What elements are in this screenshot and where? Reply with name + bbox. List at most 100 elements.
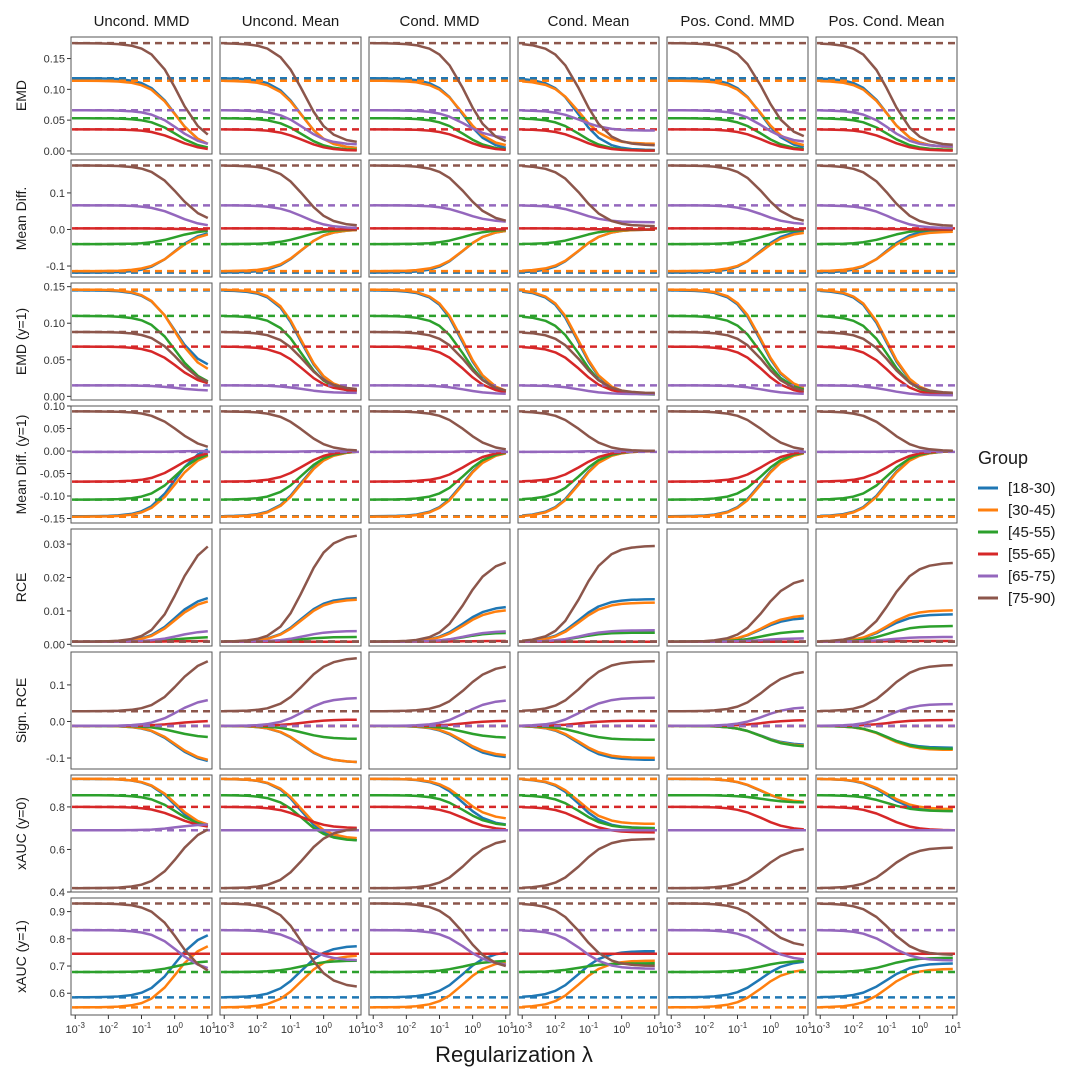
panel-series-group: [668, 670, 807, 748]
y-tick-label: 0.9: [50, 907, 65, 919]
x-tick-label: 101: [944, 1021, 961, 1036]
panel-frame: [368, 405, 511, 524]
series-line: [820, 561, 953, 643]
series-line: [671, 450, 804, 483]
series-line: [671, 670, 805, 713]
y-tick-label: 0.03: [44, 539, 65, 551]
series-line: [75, 79, 209, 146]
series-line: [820, 230, 953, 273]
x-tick-label: 101: [348, 1021, 365, 1036]
series-line: [224, 696, 357, 728]
series-line: [373, 109, 506, 139]
series-line: [224, 79, 357, 150]
column-header: Uncond. MMD: [94, 13, 190, 30]
y-tick-label: -0.10: [40, 491, 65, 503]
y-tick-label: -0.1: [46, 261, 65, 273]
y-tick-label: 0.10: [44, 401, 65, 413]
series-line: [671, 314, 805, 391]
panel-series-group: [817, 410, 956, 518]
series-line: [224, 657, 357, 713]
y-tick-label: 0.10: [44, 84, 65, 96]
series-line: [671, 330, 805, 392]
series-line: [522, 929, 655, 970]
series-line: [671, 228, 804, 246]
x-tick-label: 10-3: [662, 1021, 682, 1036]
series-line: [820, 962, 953, 999]
x-tick-label: 10-2: [844, 1021, 864, 1036]
series-line: [820, 164, 953, 228]
row-label: EMD: [13, 80, 29, 111]
series-line: [820, 902, 953, 957]
series-line: [820, 384, 953, 397]
series-line: [75, 314, 209, 383]
series-line: [75, 545, 209, 643]
panel-series-group: [221, 41, 360, 152]
series-line: [373, 204, 506, 223]
series-line: [75, 698, 209, 728]
y-tick-label: 0.6: [50, 988, 65, 1000]
panel-frame: [70, 528, 213, 647]
series-line: [671, 452, 805, 518]
x-tick-label: 100: [762, 1021, 779, 1036]
panel-frame: [219, 282, 362, 401]
series-line: [373, 805, 506, 831]
panel-frame: [70, 159, 213, 278]
panel-series-group: [370, 410, 509, 518]
x-tick-label: 10-3: [513, 1021, 533, 1036]
series-line: [373, 117, 506, 151]
x-tick-label: 10-3: [811, 1021, 831, 1036]
series-line: [522, 544, 655, 643]
legend-label: [55-65): [1008, 546, 1056, 563]
series-line: [373, 330, 507, 392]
legend-label: [18-30): [1008, 480, 1056, 497]
panel-series-group: [817, 777, 956, 890]
series-line: [75, 227, 208, 231]
series-line: [522, 794, 655, 830]
y-tick-label: 0.0: [50, 224, 65, 236]
series-line: [75, 410, 209, 448]
panel-series-group: [817, 288, 956, 397]
y-tick-label: 0.15: [44, 282, 65, 294]
series-line: [671, 41, 805, 138]
series-line: [373, 227, 506, 231]
series-line: [671, 793, 804, 804]
x-tick-label: 100: [464, 1021, 481, 1036]
series-line: [224, 902, 357, 988]
y-tick-label: -0.1: [46, 753, 65, 765]
legend-label: [65-75): [1008, 568, 1056, 585]
series-line: [671, 204, 804, 226]
panel-series-group: [817, 663, 956, 752]
series-line: [224, 345, 357, 392]
x-tick-label: 100: [166, 1021, 183, 1036]
series-line: [224, 928, 357, 962]
panel-frame: [666, 159, 809, 278]
panel-frame: [517, 159, 660, 278]
panel-series-group: [519, 777, 658, 890]
x-tick-label: 100: [315, 1021, 332, 1036]
series-line: [671, 928, 804, 961]
panel-series-group: [668, 288, 807, 396]
series-line: [75, 330, 209, 384]
row-label: EMD (y=1): [13, 308, 29, 375]
series-line: [75, 204, 209, 227]
panel-frame: [517, 405, 660, 524]
series-line: [820, 128, 953, 152]
panel-series-group: [370, 665, 509, 759]
panel-frame: [368, 774, 511, 893]
series-line: [522, 109, 655, 132]
series-line: [671, 777, 804, 804]
panel-series-group: [668, 41, 807, 152]
series-line: [820, 702, 953, 728]
series-line: [671, 128, 804, 152]
series-line: [820, 928, 953, 962]
x-tick-label: 101: [199, 1021, 216, 1036]
series-line: [224, 805, 357, 830]
panel-series-group: [519, 410, 658, 518]
x-tick-label: 10-1: [430, 1021, 450, 1036]
series-line: [224, 384, 357, 395]
series-line: [373, 928, 506, 966]
series-line: [373, 959, 506, 974]
series-line: [373, 288, 507, 392]
series-line: [522, 128, 655, 152]
series-line: [75, 117, 209, 149]
